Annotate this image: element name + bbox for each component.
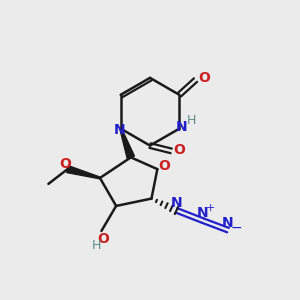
Text: O: O bbox=[97, 232, 109, 246]
Text: −: − bbox=[230, 221, 242, 235]
Text: O: O bbox=[198, 71, 210, 85]
Text: O: O bbox=[158, 159, 170, 172]
Text: N: N bbox=[197, 206, 209, 220]
Polygon shape bbox=[120, 128, 134, 159]
Text: N: N bbox=[113, 123, 125, 137]
Text: O: O bbox=[173, 143, 185, 157]
Text: N: N bbox=[222, 216, 234, 230]
Text: N: N bbox=[176, 120, 188, 134]
Text: +: + bbox=[206, 203, 215, 213]
Text: H: H bbox=[92, 239, 101, 252]
Text: N: N bbox=[171, 196, 182, 210]
Polygon shape bbox=[67, 166, 100, 179]
Text: H: H bbox=[187, 114, 196, 127]
Text: O: O bbox=[59, 157, 71, 171]
